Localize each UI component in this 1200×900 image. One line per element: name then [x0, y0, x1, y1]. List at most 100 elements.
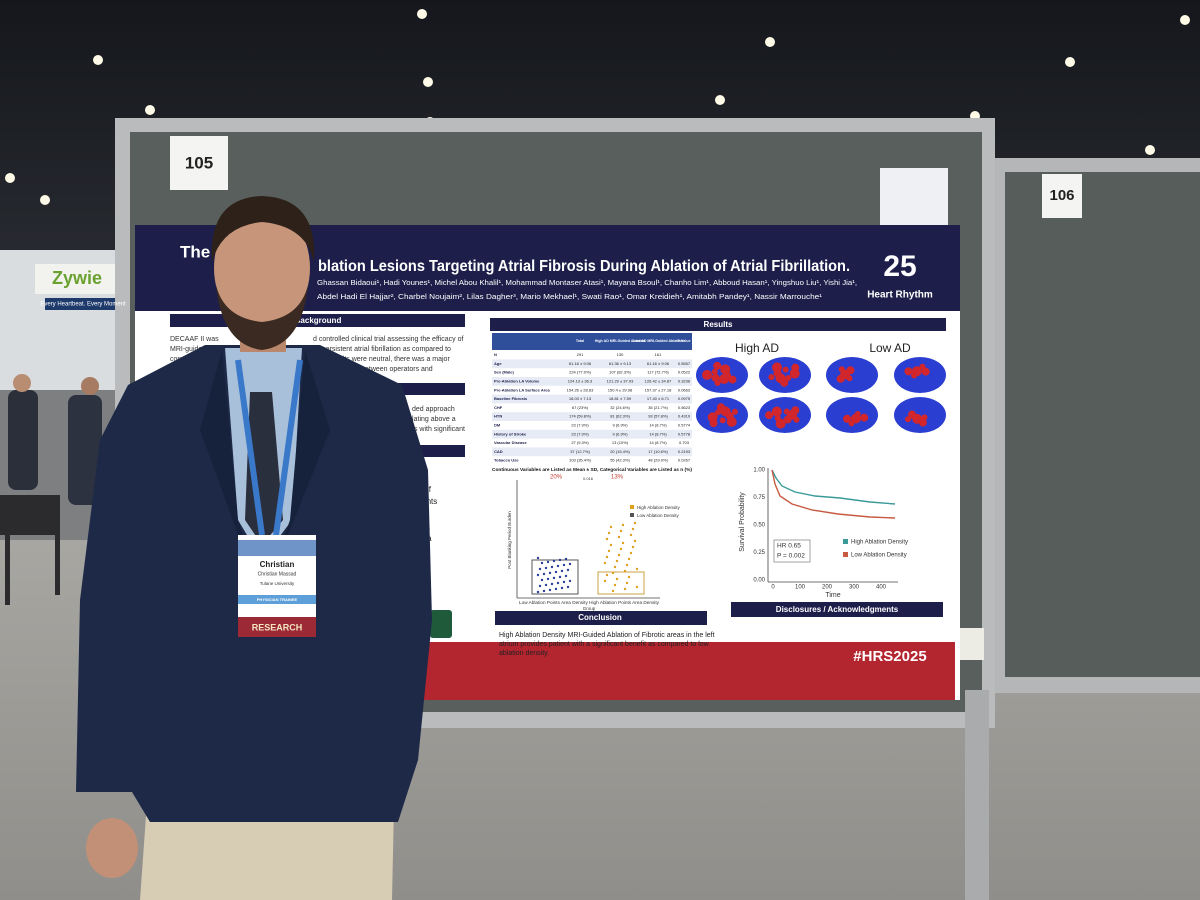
table-row-band — [492, 412, 692, 421]
dot — [560, 586, 564, 590]
badge-institution: Tulane University — [260, 581, 295, 586]
section-bar — [490, 318, 946, 331]
fibrosis-spot — [711, 368, 718, 375]
board-number: 106 — [1049, 187, 1074, 204]
board-number-card — [170, 136, 228, 190]
badge-full-name: Christian Massad — [258, 571, 297, 577]
table-cell: 117 (72.7%) — [647, 370, 669, 375]
badge-ribbon — [238, 617, 316, 637]
fibrosis-spot — [713, 361, 722, 370]
lanyard — [235, 359, 265, 536]
ceiling-light — [715, 95, 725, 105]
table-cell: 174 (59.8%) — [569, 414, 591, 419]
table-row-label: CAD — [494, 449, 503, 454]
table-cell: 291 — [577, 352, 584, 357]
dot — [548, 588, 552, 592]
background-text: th persistent atrial fibrillation as com… — [314, 346, 451, 353]
dot — [607, 549, 611, 553]
bystander-head — [81, 377, 99, 395]
dot — [538, 567, 542, 571]
dot — [536, 556, 540, 560]
table-header: Low AD MRI-Guided Ablation — [633, 339, 683, 343]
atrium-map — [826, 397, 878, 433]
chair-leg — [55, 535, 60, 595]
fibrosis-spot — [846, 366, 855, 375]
fibrosis-spot — [785, 375, 792, 382]
stat-label: P = 0.002 — [777, 553, 805, 560]
table-cell: 55 (42.3%) — [610, 458, 630, 463]
conclusion-text: High Ablation Density MRI-Guided Ablatio… — [499, 632, 715, 639]
background-text: erall results were neutral, there was a … — [314, 356, 450, 363]
table-cell: 130 — [617, 352, 624, 357]
dot — [633, 521, 637, 525]
dot — [566, 568, 570, 572]
fibrosis-spot — [904, 367, 913, 376]
stat-label: HR 0.65 — [777, 543, 801, 550]
fibrosis-spot — [774, 415, 781, 422]
axis-label: Time — [825, 592, 840, 599]
table-cell: 161 — [655, 352, 662, 357]
table-cell: 154.26 ± 28.63 — [567, 387, 594, 392]
table-cell: 103 (35.4%) — [569, 458, 591, 463]
sign-tagline: Every Heartbeat. Every Moment — [40, 302, 126, 308]
poster-footer — [420, 642, 955, 700]
dot — [603, 561, 607, 565]
section-title: Conclusion — [578, 613, 622, 622]
table-row-label: N — [494, 352, 497, 357]
dot — [609, 543, 613, 547]
table-cell: 126.42 ± 34.87 — [645, 378, 672, 383]
survival-curve — [771, 469, 896, 519]
table-row-label: Pre-Ablation LA Volume — [494, 378, 540, 383]
table-cell: 14 (8.7%) — [649, 440, 667, 445]
dot — [566, 585, 570, 589]
ceiling-light — [145, 105, 155, 115]
table-cell: 121.29 ± 37.93 — [607, 378, 634, 383]
table-cell: 93 (57.8%) — [648, 414, 668, 419]
table-cell: 17.40 ± 6.71 — [647, 396, 670, 401]
sign-strip — [45, 298, 120, 310]
table-cell: 0.4319 — [678, 414, 691, 419]
dot — [556, 564, 560, 568]
table-cell: 0.5778 — [678, 431, 691, 436]
background-text: ded procedure between operators and — [314, 366, 433, 373]
table-row-label: CHF — [494, 405, 503, 410]
table-cell: 124.13 ± 36.3 — [568, 378, 593, 383]
hashtag: #HRS2025 — [853, 648, 926, 665]
dot — [635, 585, 639, 589]
table-cell: 18.03 ± 7.13 — [569, 396, 592, 401]
x-tick-label: 0 — [771, 585, 775, 591]
legend-swatch — [843, 552, 848, 557]
logo-number: 25 — [883, 250, 916, 283]
dot — [629, 551, 633, 555]
dot — [633, 539, 637, 543]
table-row-label: Sex (Male) — [494, 370, 514, 375]
poster-title: blation Lesions Targeting Atrial Fibrosi… — [318, 258, 850, 275]
x-tick-label: 200 — [822, 585, 833, 591]
box-label: 0.016 — [583, 476, 594, 481]
dot — [625, 563, 629, 567]
fibrosis-spot — [728, 375, 737, 384]
chair — [0, 495, 60, 535]
cup — [958, 628, 984, 660]
fibrosis-spot — [908, 410, 917, 419]
dot — [607, 531, 611, 535]
dot — [611, 571, 615, 575]
table-row-label: Baseline Fibrosis — [494, 396, 528, 401]
fibrosis-spot — [850, 413, 861, 424]
poster-authors: Ghassan Bidaoui¹, Hadi Younes¹, Michel A… — [317, 280, 857, 287]
table-row-band — [492, 359, 692, 369]
beard — [216, 285, 308, 350]
table-cell: 37 (12.7%) — [570, 449, 590, 454]
dot — [560, 569, 564, 573]
table-cell: 9 (6.9%) — [612, 431, 628, 436]
section-title: Results — [704, 320, 733, 329]
table-cell: 61.16 ± 9.06 — [647, 361, 670, 366]
background-text: ded approach — [412, 406, 455, 413]
fibrosis-spot — [911, 366, 922, 377]
dot — [605, 537, 609, 541]
table-header — [492, 333, 692, 350]
dot — [538, 584, 542, 588]
fibrosis-spot — [765, 411, 774, 420]
poster-text: The blation Lesions Targeting Atrial Fibr… — [170, 242, 933, 664]
